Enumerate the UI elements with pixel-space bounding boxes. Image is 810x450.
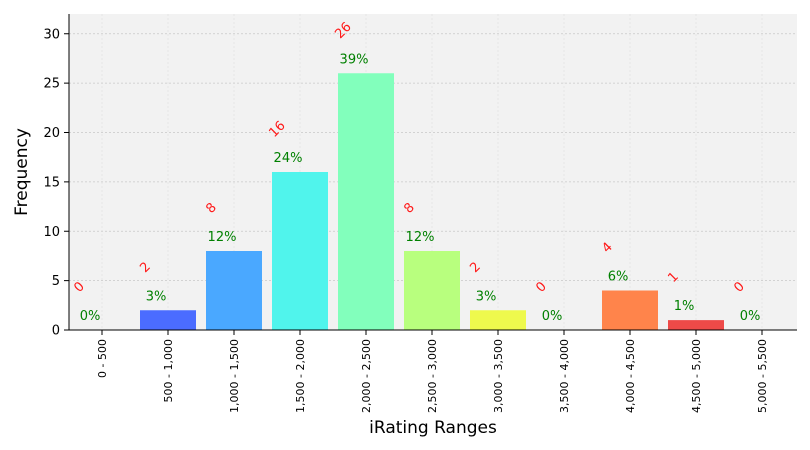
bar-4-500-5-000 — [668, 320, 724, 330]
percent-label: 0% — [542, 309, 563, 324]
x-tick-label: 2,000 - 2,500 — [360, 339, 373, 413]
percent-label: 6% — [608, 270, 629, 285]
x-tick-label: 1,000 - 1,500 — [228, 339, 241, 413]
bars — [140, 73, 724, 330]
percent-label: 1% — [674, 299, 695, 314]
percent-label: 3% — [476, 289, 497, 304]
y-tick-label: 25 — [43, 77, 60, 92]
bar-4-000-4-500 — [602, 290, 658, 330]
y-tick-label: 30 — [43, 27, 60, 42]
y-tick-label: 10 — [43, 225, 60, 240]
bar-1-000-1-500 — [206, 251, 262, 330]
bar-2-500-3-000 — [404, 251, 460, 330]
x-tick-label: 5,000 - 5,500 — [756, 339, 769, 413]
y-tick-label: 0 — [52, 324, 60, 339]
percent-label: 12% — [406, 230, 435, 245]
x-tick-label: 2,500 - 3,000 — [426, 339, 439, 413]
x-axis-label: iRating Ranges — [369, 418, 497, 438]
bar-2-000-2-500 — [338, 73, 394, 330]
bar-500-1-000 — [140, 310, 196, 330]
y-axis-label: Frequency — [12, 128, 32, 216]
axes: 0 5 10 15 20 25 30 0 - 500 500 - 1,000 1,000 - 1,… — [43, 14, 797, 413]
x-tick-label: 500 - 1,000 — [162, 339, 175, 402]
percent-label: 3% — [146, 289, 167, 304]
percent-label: 24% — [274, 151, 303, 166]
percent-label: 39% — [340, 52, 369, 67]
percent-label: 0% — [740, 309, 761, 324]
x-tick-label: 3,000 - 3,500 — [492, 339, 505, 413]
x-tick-label: 3,500 - 4,000 — [558, 339, 571, 413]
bar-3-000-3-500 — [470, 310, 526, 330]
y-tick-label: 15 — [43, 175, 60, 190]
x-tick-label: 0 - 500 — [96, 339, 109, 378]
x-tick-label: 1,500 - 2,000 — [294, 339, 307, 413]
y-tick-label: 20 — [43, 126, 60, 141]
x-tick-label: 4,000 - 4,500 — [624, 339, 637, 413]
x-tick-label: 4,500 - 5,000 — [690, 339, 703, 413]
bar-1-500-2-000 — [272, 172, 328, 330]
percent-label: 12% — [208, 230, 237, 245]
y-tick-label: 5 — [52, 274, 60, 289]
percent-label: 0% — [80, 309, 101, 324]
